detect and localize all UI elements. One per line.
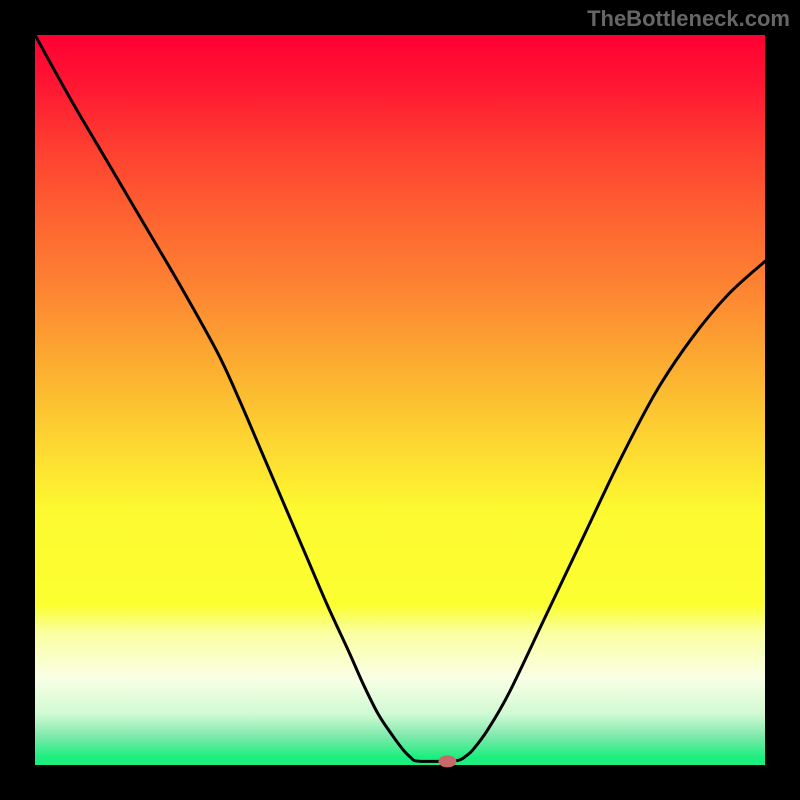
chart-background [35,35,765,765]
bottleneck-chart: TheBottleneck.com [0,0,800,800]
watermark-label: TheBottleneck.com [587,6,790,32]
optimal-point-marker [438,755,456,767]
chart-svg [0,0,800,800]
